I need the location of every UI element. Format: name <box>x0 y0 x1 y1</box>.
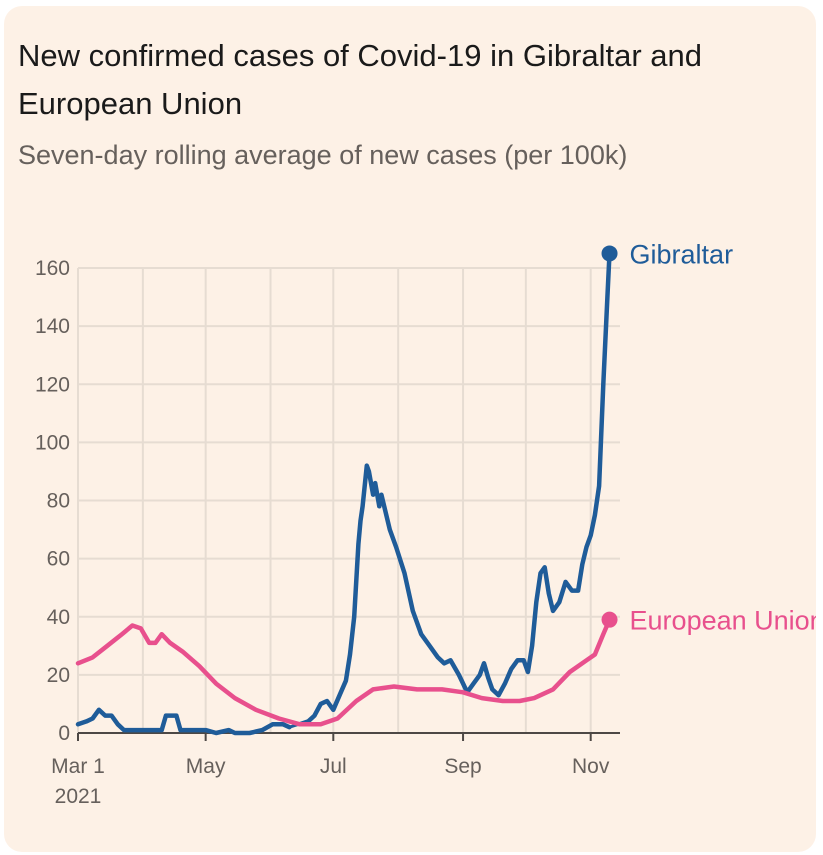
series-end-marker <box>601 245 618 262</box>
y-tick-label: 40 <box>47 606 70 629</box>
y-tick-label: 140 <box>35 315 70 338</box>
y-tick-label: 0 <box>58 722 70 745</box>
y-tick-label: 120 <box>35 373 70 396</box>
y-tick-label: 20 <box>47 664 70 687</box>
series-end-marker <box>601 611 618 628</box>
chart-title: New confirmed cases of Covid-19 in Gibra… <box>18 38 703 121</box>
x-tick-label: Nov <box>572 755 610 778</box>
y-tick-label: 60 <box>47 548 70 571</box>
chart-subtitle: Seven-day rolling average of new cases (… <box>18 140 628 170</box>
series-line-european-union <box>75 617 612 727</box>
y-tick-label: 160 <box>35 257 70 280</box>
series-line-gibraltar <box>75 707 292 736</box>
x-tick-label: Mar 1 <box>51 755 105 778</box>
y-tick-label: 100 <box>35 431 70 454</box>
chart-card: New confirmed cases of Covid-19 in Gibra… <box>4 6 816 852</box>
grid-layer <box>77 267 620 734</box>
legend-layer: Gibraltar European Union <box>630 239 816 635</box>
x-tick-label: May <box>186 755 226 778</box>
axis-layer: 0 20 40 60 80 100 120 140 160 Mar 1 2021 May Jul Sep N… <box>35 257 620 808</box>
series-label: European Union <box>630 606 816 636</box>
series-layer <box>75 245 618 736</box>
x-tick-label: Jul <box>320 755 347 778</box>
x-tick-sublabel: 2021 <box>55 785 102 808</box>
y-tick-label: 80 <box>47 490 70 513</box>
series-label: Gibraltar <box>630 239 734 269</box>
series-line-gibraltar <box>297 251 612 727</box>
line-chart: 0 20 40 60 80 100 120 140 160 Mar 1 2021 May Jul Sep N… <box>35 239 816 808</box>
x-tick-label: Sep <box>444 755 481 778</box>
